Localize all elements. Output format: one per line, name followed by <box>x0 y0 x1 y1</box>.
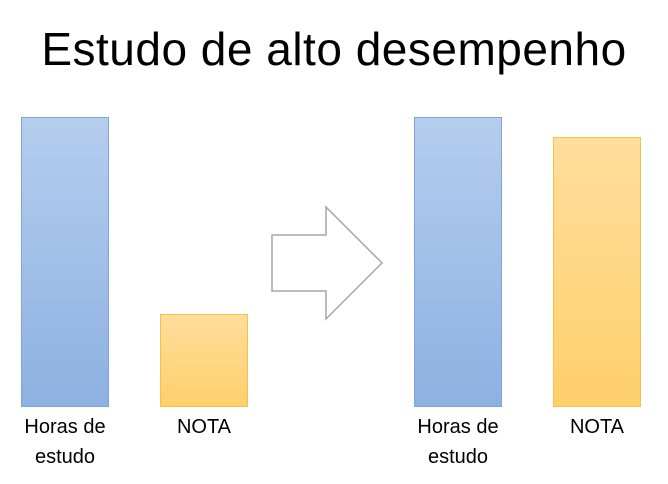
label-line: estudo <box>34 446 96 468</box>
right-grade-label: NOTA <box>527 412 667 442</box>
left-study-hours-label: Horas de estudo <box>0 412 135 472</box>
left-grade-label: NOTA <box>134 412 274 442</box>
left-grade-bar <box>160 314 248 407</box>
right-grade-bar <box>553 137 641 407</box>
label-line: Horas de <box>417 416 499 438</box>
label-line: NOTA <box>176 416 232 438</box>
label-line: estudo <box>427 446 489 468</box>
label-line: NOTA <box>569 416 625 438</box>
right-study-hours-bar <box>414 117 502 407</box>
right-arrow-icon <box>271 205 384 321</box>
label-line: Horas de <box>24 416 106 438</box>
right-study-hours-label: Horas de estudo <box>388 412 528 472</box>
left-study-hours-bar <box>21 117 109 407</box>
page-title: Estudo de alto desempenho <box>41 23 627 75</box>
